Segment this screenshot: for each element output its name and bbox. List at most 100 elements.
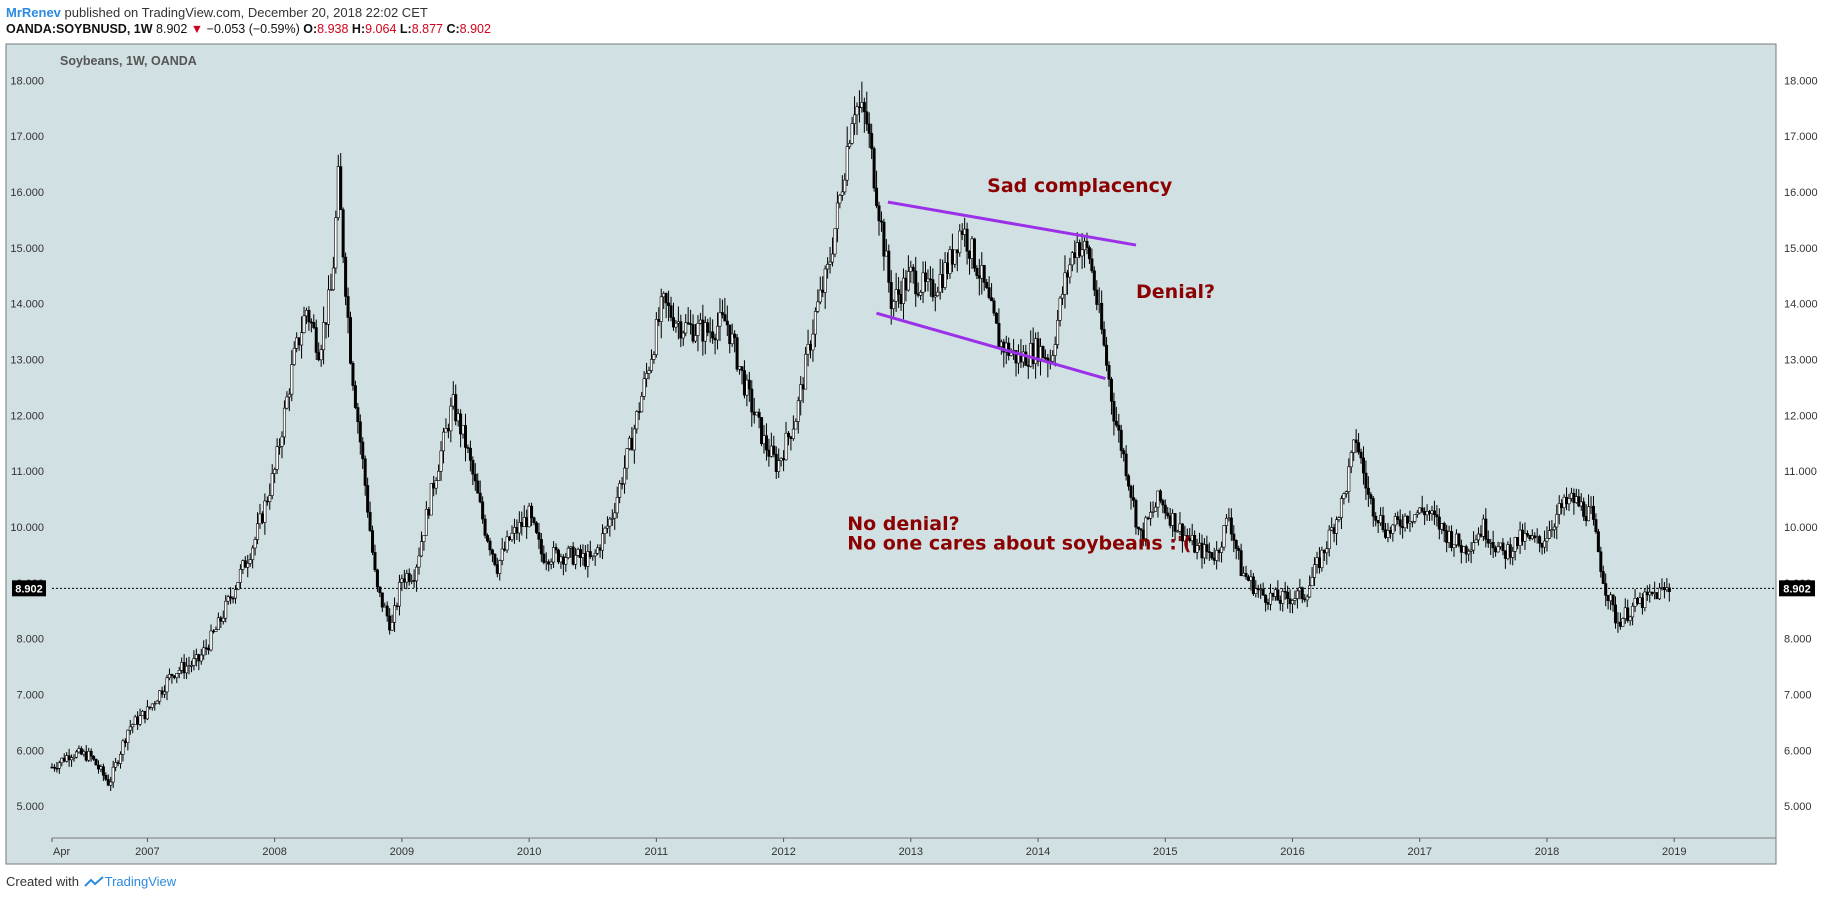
candle-body bbox=[647, 370, 651, 374]
candle-body bbox=[542, 553, 546, 563]
candle-body bbox=[559, 556, 563, 563]
candle-body bbox=[1415, 512, 1419, 515]
candle-body bbox=[263, 500, 267, 523]
candle-body bbox=[1633, 597, 1637, 607]
candle-body bbox=[287, 393, 291, 398]
candle-body bbox=[1667, 587, 1671, 592]
candle-body bbox=[1547, 530, 1551, 539]
candle-body bbox=[1124, 453, 1128, 477]
candle-body bbox=[1618, 621, 1622, 627]
candle-body bbox=[977, 275, 981, 279]
candle-body bbox=[1557, 503, 1561, 515]
annotation-text[interactable]: No denial? bbox=[847, 513, 959, 535]
candle-body bbox=[1200, 542, 1204, 559]
candle-body bbox=[1379, 515, 1383, 524]
candle-body bbox=[346, 296, 350, 318]
annotations[interactable]: Sad complacency Denial? No denial?No one c… bbox=[847, 175, 1215, 554]
candle-body bbox=[774, 453, 778, 472]
plot-area[interactable] bbox=[5, 43, 1777, 865]
candle-body bbox=[1359, 451, 1363, 459]
candle-body bbox=[336, 166, 340, 219]
candle-body bbox=[1631, 605, 1635, 618]
candle-body bbox=[965, 228, 969, 252]
candle-body bbox=[853, 114, 857, 124]
candle-body bbox=[767, 449, 771, 457]
candle-body bbox=[593, 553, 597, 557]
candle-body bbox=[302, 315, 306, 333]
annotation-text[interactable]: Sad complacency bbox=[987, 175, 1173, 197]
candle-body bbox=[1031, 343, 1035, 364]
y-tick-label: 14.000 bbox=[1784, 299, 1818, 311]
y-axis-right[interactable]: 5.0006.0007.0008.0009.00010.00011.00012.… bbox=[1784, 75, 1818, 813]
candle-body bbox=[1193, 535, 1197, 553]
candle-body bbox=[1579, 501, 1583, 507]
candle-body bbox=[89, 750, 93, 757]
candle-body bbox=[119, 753, 123, 764]
candle-body bbox=[1129, 485, 1133, 498]
candle-body bbox=[1484, 518, 1488, 540]
candle-body bbox=[1305, 596, 1309, 601]
candle-body bbox=[544, 561, 548, 564]
candle-body bbox=[985, 282, 989, 288]
candle-body bbox=[429, 483, 433, 516]
candle-body bbox=[640, 396, 644, 413]
y-tick-label: 10.000 bbox=[10, 522, 44, 534]
candle-body bbox=[757, 411, 761, 418]
low-label: L: bbox=[399, 22, 412, 36]
x-tick-label: 2016 bbox=[1280, 846, 1304, 858]
candle-body bbox=[882, 221, 886, 257]
candle-body bbox=[1173, 513, 1177, 532]
y-tick-label: 7.000 bbox=[1784, 690, 1812, 702]
candle-body bbox=[674, 322, 678, 328]
candle-body bbox=[1587, 506, 1591, 522]
author-link[interactable]: MrRenev bbox=[6, 5, 61, 20]
candle-body bbox=[1136, 526, 1140, 530]
candles bbox=[50, 81, 1671, 791]
candle-body bbox=[850, 123, 854, 144]
candle-body bbox=[782, 458, 786, 461]
candle-body bbox=[716, 325, 720, 341]
annotation-text[interactable]: No one cares about soybeans :'( bbox=[847, 532, 1191, 554]
candle-body bbox=[831, 253, 835, 263]
candle-body bbox=[273, 469, 277, 474]
candle-body bbox=[1332, 527, 1336, 534]
candle-body bbox=[1562, 496, 1566, 509]
candle-body bbox=[897, 289, 901, 295]
candle-body bbox=[390, 622, 394, 631]
trend-line[interactable] bbox=[876, 311, 1106, 380]
x-axis[interactable]: Apr 2007 2008 2009 2010 2011 2012 2013 2014 2015 2… bbox=[51, 838, 1686, 858]
trend-lines[interactable] bbox=[876, 200, 1137, 380]
candle-body bbox=[197, 654, 201, 662]
candle-body bbox=[248, 559, 252, 564]
candle-body bbox=[591, 555, 595, 558]
candle-body bbox=[170, 674, 174, 677]
candle-body bbox=[378, 586, 382, 594]
annotation-text[interactable]: Denial? bbox=[1136, 281, 1215, 303]
tradingview-link[interactable]: TradingView bbox=[104, 874, 177, 889]
candle-body bbox=[517, 522, 521, 534]
candle-body bbox=[1496, 546, 1500, 553]
trend-line[interactable] bbox=[887, 200, 1137, 247]
candle-body bbox=[109, 781, 113, 786]
candle-body bbox=[373, 552, 377, 571]
candle-body bbox=[1648, 591, 1652, 596]
candle-body bbox=[1310, 577, 1314, 587]
candle-body bbox=[1144, 517, 1148, 539]
candle-body bbox=[380, 592, 384, 608]
candle-body bbox=[1538, 536, 1542, 544]
y-tick-label: 13.000 bbox=[10, 355, 44, 367]
symbol-name: OANDA:SOYBNUSD, 1W bbox=[6, 22, 153, 36]
candle-body bbox=[838, 194, 842, 204]
candle-body bbox=[1205, 544, 1209, 552]
candle-body bbox=[1320, 549, 1324, 569]
candle-body bbox=[738, 366, 742, 370]
candle-body bbox=[848, 143, 852, 147]
candle-body bbox=[823, 268, 827, 293]
candle-body bbox=[1653, 592, 1657, 594]
candle-body bbox=[586, 551, 590, 567]
candle-body bbox=[1229, 517, 1233, 535]
candle-body bbox=[999, 341, 1003, 347]
candle-body bbox=[1344, 491, 1348, 494]
candle-body bbox=[1623, 607, 1627, 619]
